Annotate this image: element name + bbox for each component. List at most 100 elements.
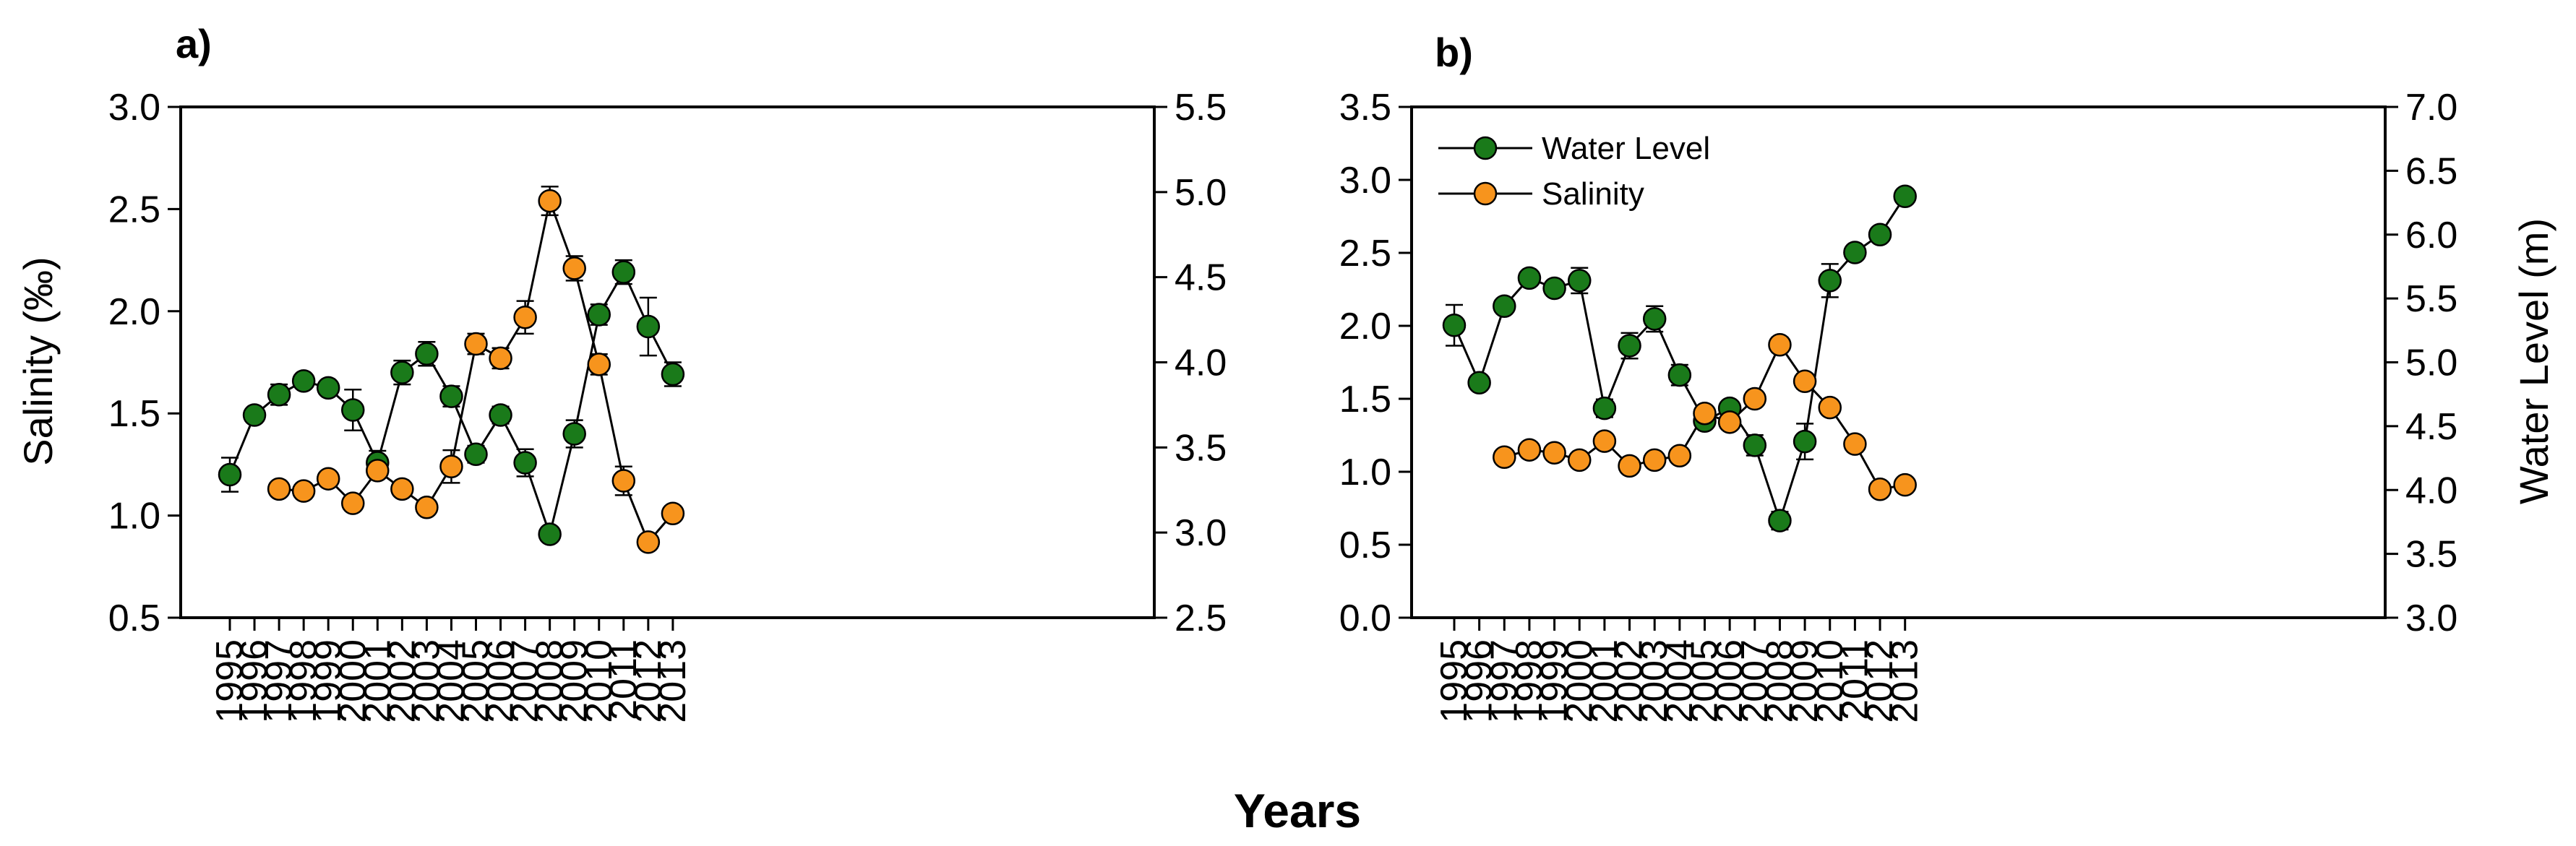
x-tick-label: 2006	[1709, 639, 1751, 723]
x-tick-label: 2013	[1884, 639, 1926, 723]
legend-marker-salinity	[1473, 181, 1498, 206]
x-tick-label: 2007	[505, 639, 546, 723]
y2-tick-label: 3.5	[1175, 427, 1227, 469]
legend-label-salinity: Salinity	[1542, 176, 1644, 212]
point-water-level-2002	[390, 361, 414, 384]
point-water-level-2000	[1568, 269, 1592, 293]
x-tick-label: 2003	[405, 639, 447, 723]
panel-a: a) Salinity (‰) 0.5 1.0 1.5 2.0 2.5 3.0 2.5 3.…	[15, 21, 1227, 723]
point-water-level-2009	[562, 422, 586, 446]
point-salinity-2001	[366, 459, 390, 483]
y2-tick-label: 7.0	[2405, 87, 2457, 129]
series-b	[1442, 184, 1917, 532]
y2-tick-label: 3.5	[2405, 534, 2457, 576]
point-salinity-2004	[439, 454, 463, 478]
point-salinity-2007	[1743, 387, 1767, 411]
y-tick-label: 1.0	[1339, 452, 1391, 493]
point-water-level-2010	[587, 303, 611, 327]
y-axis-title-a: Salinity (‰)	[15, 256, 61, 465]
x-tick-label: 1995	[1433, 639, 1475, 723]
x-tick-label: 2010	[1809, 639, 1851, 723]
point-salinity-2010	[587, 353, 611, 376]
point-water-level-1995	[218, 462, 242, 487]
x-ticks-a: 1995199619971998199920002001200220032004…	[209, 618, 694, 723]
point-water-level-1998	[291, 369, 316, 393]
x-axis-title: Years	[1234, 784, 1361, 837]
x-tick-label: 2011	[603, 639, 645, 720]
y-tick-label: 2.0	[1339, 306, 1391, 348]
point-salinity-1999	[316, 467, 340, 491]
x-tick-label: 2001	[1584, 639, 1626, 723]
point-salinity-2000	[1568, 448, 1592, 472]
x-tick-label: 1997	[258, 639, 300, 723]
point-water-level-2006	[489, 403, 512, 427]
x-tick-label: 2012	[1859, 639, 1901, 723]
x-tick-label: 2005	[455, 639, 497, 723]
y2-tick-label: 4.5	[1175, 257, 1227, 299]
x-tick-label: 1996	[1459, 639, 1500, 723]
point-salinity-2002	[390, 477, 414, 501]
point-water-level-1999	[316, 376, 340, 400]
y2-ticks-b: 3.0 3.5 4.0 4.5 5.0 5.5 6.0 6.5 7.0	[2385, 87, 2457, 639]
point-water-level-1997	[267, 383, 291, 407]
y-tick-label: 2.0	[108, 291, 160, 333]
y2-tick-label: 3.0	[1175, 512, 1227, 554]
y2-tick-label: 4.5	[2405, 406, 2457, 448]
point-salinity-2004	[1667, 444, 1692, 468]
y-tick-label: 1.0	[108, 496, 160, 538]
point-salinity-2002	[1618, 454, 1641, 478]
y2-ticks-a: 2.5 3.0 3.5 4.0 4.5 5.0 5.5	[1154, 87, 1227, 639]
x-tick-label: 2013	[652, 639, 694, 723]
point-salinity-1998	[1517, 438, 1542, 462]
point-water-level-2000	[341, 398, 365, 422]
point-water-level-2004	[439, 384, 463, 408]
y-tick-label: 1.5	[108, 393, 160, 435]
point-salinity-1997	[267, 477, 291, 501]
x-tick-label: 2007	[1734, 639, 1776, 723]
y-tick-label: 0.5	[108, 597, 160, 639]
point-water-level-2007	[1743, 433, 1767, 457]
point-salinity-1999	[1542, 441, 1566, 465]
point-water-level-2003	[1642, 307, 1667, 331]
point-salinity-2011	[1843, 432, 1867, 456]
y-tick-label: 3.0	[108, 87, 160, 129]
point-salinity-2013	[661, 501, 685, 526]
x-tick-label: 2001	[356, 639, 398, 723]
series-line-water-level	[1453, 195, 1906, 525]
y2-tick-label: 6.0	[2405, 215, 2457, 256]
y2-tick-label: 5.0	[1175, 172, 1227, 214]
legend-label-water-level: Water Level	[1542, 131, 1710, 166]
series-line-salinity	[278, 197, 674, 545]
y-tick-label: 2.5	[1339, 233, 1391, 275]
panel-b-label: b)	[1435, 30, 1473, 75]
point-salinity-2012	[636, 530, 661, 554]
y2-tick-label: 5.5	[2405, 278, 2457, 320]
point-water-level-2010	[1818, 269, 1842, 293]
point-salinity-2010	[1818, 395, 1842, 420]
series-a	[218, 186, 685, 554]
point-water-level-2002	[1618, 334, 1641, 358]
y-ticks-a: 0.5 1.0 1.5 2.0 2.5 3.0	[108, 87, 181, 639]
point-salinity-2009	[562, 256, 586, 280]
x-tick-label: 1998	[283, 639, 325, 723]
y-tick-label: 0.5	[1339, 525, 1391, 566]
x-tick-label: 1995	[209, 639, 251, 723]
x-tick-label: 2005	[1684, 639, 1726, 723]
point-salinity-2006	[489, 346, 512, 371]
point-salinity-2012	[1868, 477, 1892, 501]
legend-marker-water-level	[1473, 136, 1498, 160]
x-tick-label: 2002	[1609, 639, 1651, 723]
x-tick-label: 2000	[332, 639, 374, 723]
point-water-level-2005	[464, 442, 488, 467]
x-tick-label: 2003	[1633, 639, 1675, 723]
x-tick-label: 2004	[1659, 639, 1701, 723]
point-water-level-2007	[513, 451, 537, 475]
x-tick-label: 2008	[1759, 639, 1800, 723]
y2-tick-label: 5.0	[2405, 342, 2457, 384]
point-salinity-2001	[1592, 429, 1617, 453]
point-salinity-2013	[1893, 472, 1917, 497]
point-water-level-1996	[242, 403, 267, 427]
x-tick-label: 2009	[554, 639, 596, 723]
x-tick-label: 1998	[1508, 639, 1550, 723]
